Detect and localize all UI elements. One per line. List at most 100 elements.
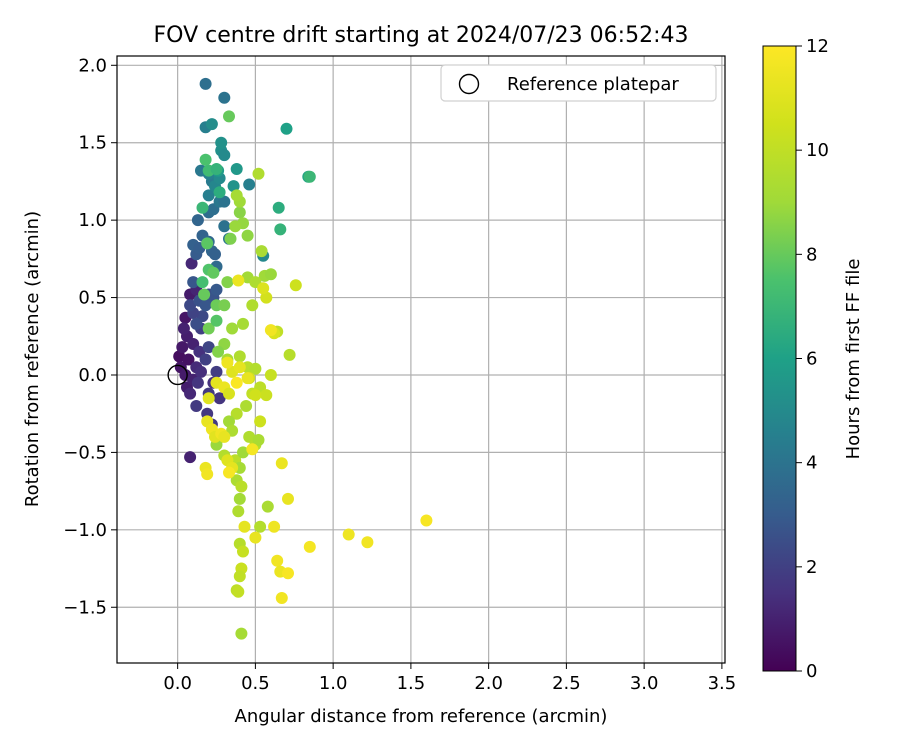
colorbar-tick-label: 4 <box>806 453 817 474</box>
data-point <box>223 387 235 400</box>
data-point <box>254 415 267 428</box>
data-point <box>249 362 262 375</box>
data-point <box>233 206 246 219</box>
data-point <box>209 248 221 261</box>
data-point <box>218 195 231 208</box>
y-tick-label: 0.0 <box>78 365 107 386</box>
data-point <box>223 415 235 428</box>
data-point <box>221 276 234 289</box>
data-point <box>233 361 246 374</box>
data-point <box>184 299 197 312</box>
data-point <box>210 365 223 378</box>
data-point <box>268 520 281 533</box>
data-point <box>207 266 220 279</box>
data-point <box>227 180 240 193</box>
y-tick-label: 2.0 <box>78 55 107 76</box>
data-point <box>303 540 316 553</box>
data-point <box>213 186 226 199</box>
data-point <box>235 480 248 493</box>
data-point <box>191 376 204 389</box>
data-point <box>221 356 234 369</box>
data-point <box>237 446 249 459</box>
colorbar-tick-label: 8 <box>806 244 817 265</box>
data-point <box>177 322 190 335</box>
data-point <box>223 110 235 123</box>
data-point <box>272 201 285 214</box>
legend-box <box>440 64 717 102</box>
data-point <box>198 288 211 301</box>
reference-platepar-marker <box>167 364 188 386</box>
data-point <box>252 167 265 180</box>
colorbar-tick-label: 0 <box>806 661 817 682</box>
x-tick-label: 3.5 <box>708 673 737 694</box>
data-point <box>271 554 284 567</box>
data-point <box>254 520 267 533</box>
data-point <box>218 220 231 233</box>
data-point <box>199 153 212 166</box>
data-point <box>282 567 294 580</box>
data-point <box>199 77 212 90</box>
x-tick-label: 2.0 <box>474 673 503 694</box>
data-point <box>232 505 245 518</box>
colorbar-ticks: 0 2 4 6 8 10 12 <box>796 36 829 682</box>
legend: Reference platepar <box>440 64 717 102</box>
data-point <box>190 400 203 412</box>
reference-marker-layer <box>167 364 188 386</box>
data-point <box>210 163 223 175</box>
data-point <box>233 350 246 363</box>
data-point <box>260 291 273 304</box>
data-point <box>243 178 256 191</box>
data-point <box>274 223 287 236</box>
data-point <box>213 392 226 405</box>
data-point <box>185 257 198 270</box>
data-point <box>261 500 274 513</box>
y-tick-label: 0.5 <box>78 288 107 309</box>
data-point <box>205 118 218 131</box>
data-point <box>238 520 251 533</box>
data-point <box>232 274 245 287</box>
data-point <box>199 353 212 366</box>
data-point <box>196 201 209 214</box>
x-tick-label: 2.5 <box>552 673 581 694</box>
y-tick-label: 1.5 <box>78 133 107 154</box>
x-tick-label: 1.0 <box>319 673 348 694</box>
data-point <box>264 369 277 381</box>
data-point <box>280 122 293 135</box>
data-point <box>224 232 237 245</box>
data-point <box>210 314 223 327</box>
data-point <box>420 514 433 527</box>
x-tick-label: 3.0 <box>630 673 659 694</box>
data-point <box>283 348 296 361</box>
data-point <box>275 457 288 470</box>
data-point <box>264 268 277 281</box>
data-point <box>218 299 231 312</box>
colorbar-tick-label: 6 <box>806 349 817 370</box>
plot-frame <box>116 55 726 664</box>
data-point <box>241 229 254 242</box>
colorbar-label: Hours from first FF file <box>843 259 864 460</box>
y-tick-label: −1.5 <box>63 597 107 618</box>
data-point <box>240 400 253 412</box>
y-axis-label: Rotation from reference (arcmin) <box>22 211 43 507</box>
data-point <box>187 276 200 289</box>
colorbar: 0 2 4 6 8 10 12 Hours from first FF file <box>762 36 864 682</box>
scatter-points <box>173 77 433 640</box>
data-point <box>173 350 186 363</box>
data-point <box>260 389 273 402</box>
data-point <box>233 570 246 583</box>
x-axis-ticks: 0.0 0.5 1.0 1.5 2.0 2.5 3.0 3.5 <box>163 663 736 694</box>
y-tick-label: −0.5 <box>63 442 107 463</box>
data-point <box>246 299 259 312</box>
data-point <box>218 430 231 443</box>
chart-title: FOV centre drift starting at 2024/07/23 … <box>154 23 689 48</box>
data-point <box>229 220 242 233</box>
data-point <box>237 317 249 330</box>
x-tick-label: 0.0 <box>163 673 192 694</box>
data-point <box>176 341 189 354</box>
legend-reference-marker <box>458 73 480 95</box>
colorbar-tick-label: 2 <box>806 557 817 578</box>
data-point <box>252 434 265 446</box>
data-point <box>249 389 262 402</box>
data-point <box>195 365 207 378</box>
